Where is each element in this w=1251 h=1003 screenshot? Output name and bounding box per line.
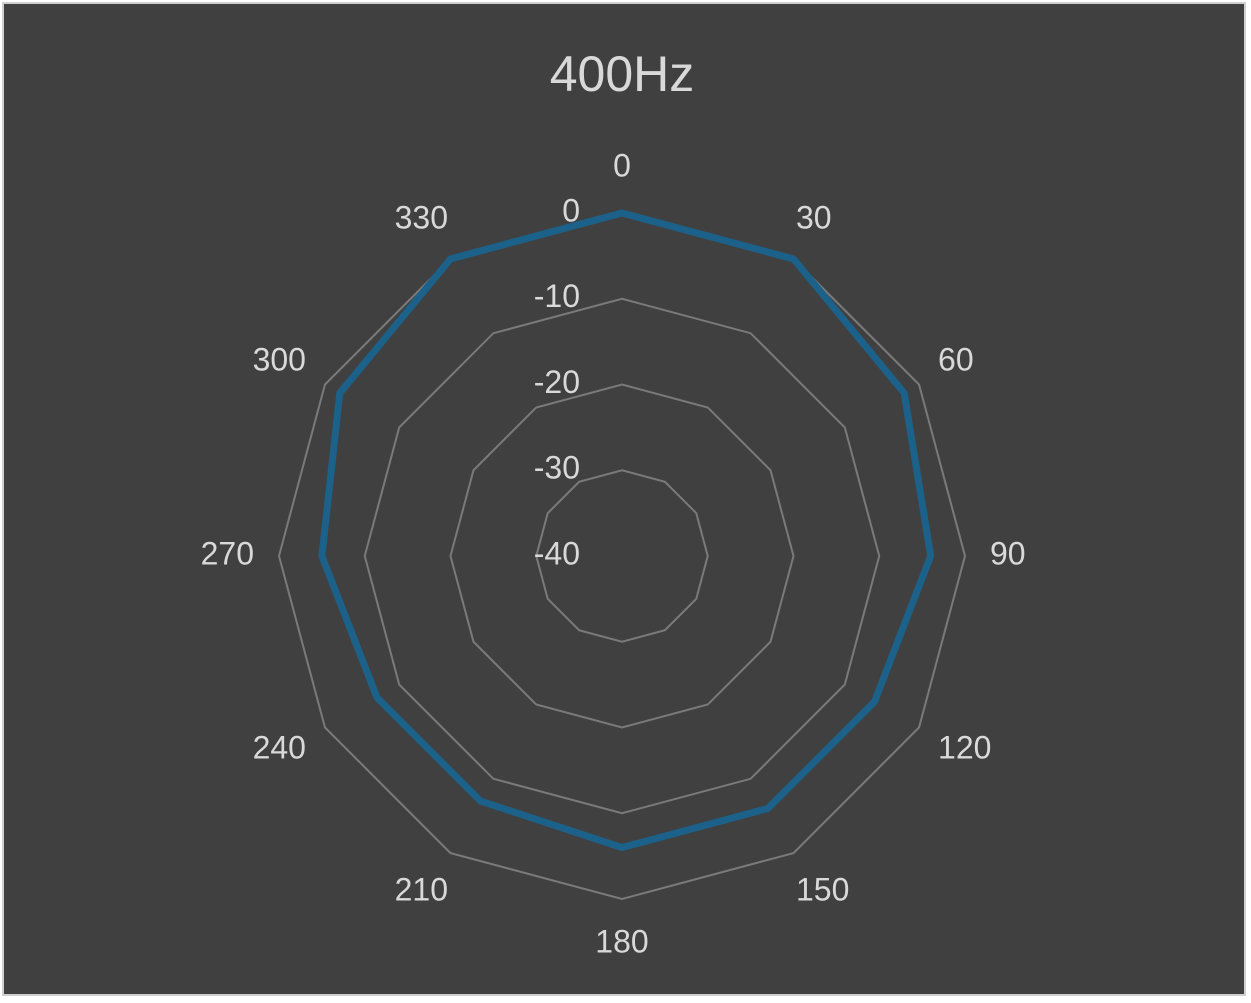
grid-ring	[277, 211, 967, 901]
category-label: 90	[990, 535, 1026, 571]
grid-ring	[449, 383, 795, 729]
category-label: 0	[613, 147, 631, 183]
r-tick-label: -10	[534, 278, 580, 314]
category-label: 210	[395, 871, 448, 907]
category-label: 270	[201, 535, 254, 571]
series-line	[318, 209, 935, 852]
chart-title: 400Hz	[550, 46, 695, 102]
r-tick-label: 0	[562, 192, 580, 228]
r-tick-label: -20	[534, 364, 580, 400]
category-label: 30	[796, 199, 832, 235]
r-tick-label: -30	[534, 450, 580, 486]
category-label: 60	[938, 341, 974, 377]
grid-ring	[535, 469, 709, 643]
category-label: 330	[395, 199, 448, 235]
category-label: 150	[796, 871, 849, 907]
grid-ring	[363, 297, 881, 815]
r-tick-label: -40	[534, 535, 580, 571]
category-label: 240	[253, 729, 306, 765]
category-label: 180	[595, 923, 648, 959]
category-label: 120	[938, 729, 991, 765]
category-label: 300	[253, 341, 306, 377]
